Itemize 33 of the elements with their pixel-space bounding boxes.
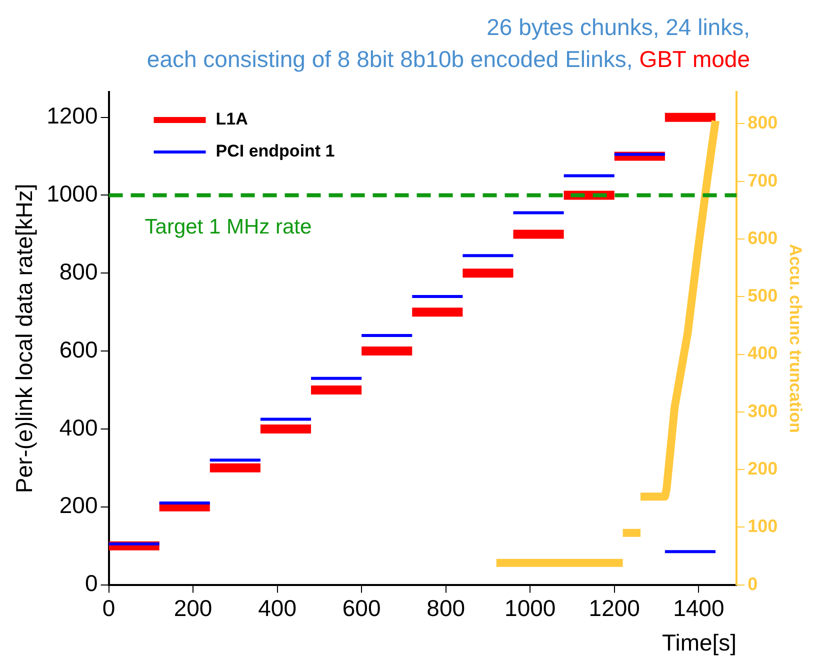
y-tick-label: 800 xyxy=(59,258,98,284)
legend-label: PCI endpoint 1 xyxy=(216,142,335,161)
x-tick-label: 1400 xyxy=(673,594,724,621)
legend-label: L1A xyxy=(216,110,248,129)
x-tick-label: 1200 xyxy=(588,594,640,621)
x-tick-label: 200 xyxy=(174,594,212,621)
y-axis-title: Per-(e)link local data rate[kHz] xyxy=(11,184,38,494)
y2-tick-label: 400 xyxy=(748,343,778,364)
y2-axis-title: Accu. chunc truncation xyxy=(786,244,806,433)
x-tick-label: 800 xyxy=(426,594,466,621)
x-tick-label: 1000 xyxy=(504,594,556,621)
y-tick-label: 600 xyxy=(59,336,98,362)
y-tick-label: 1000 xyxy=(46,180,98,207)
y-tick-label: 400 xyxy=(59,414,98,440)
y2-tick-label: 500 xyxy=(748,286,778,306)
y-tick-label: 0 xyxy=(84,570,98,596)
chart-subtitle: each consisting of 8 8bit 8b10b encoded Elinks, xyxy=(146,46,633,72)
y2-tick-label: 200 xyxy=(748,458,778,478)
x-tick-label: 0 xyxy=(102,594,116,621)
chart-title: 26 bytes chunks, 24 links, xyxy=(486,14,750,41)
y-tick-label: 1200 xyxy=(46,102,98,129)
x-tick-label: 600 xyxy=(342,594,381,621)
y2-tick-label: 300 xyxy=(748,400,778,421)
text: GBT mode xyxy=(639,46,750,72)
y2-tick-label: 600 xyxy=(748,228,778,248)
x-tick-label: 400 xyxy=(258,594,296,621)
y2-tick-label: 700 xyxy=(748,170,778,190)
ref-line-label: Target 1 MHz rate xyxy=(144,216,312,239)
y-tick-label: 200 xyxy=(59,492,98,518)
y2-tick-label: 0 xyxy=(748,574,758,594)
y2-tick-label: 100 xyxy=(748,516,778,536)
y2-tick-label: 800 xyxy=(748,112,778,133)
x-axis-title: Time[s] xyxy=(662,630,737,656)
